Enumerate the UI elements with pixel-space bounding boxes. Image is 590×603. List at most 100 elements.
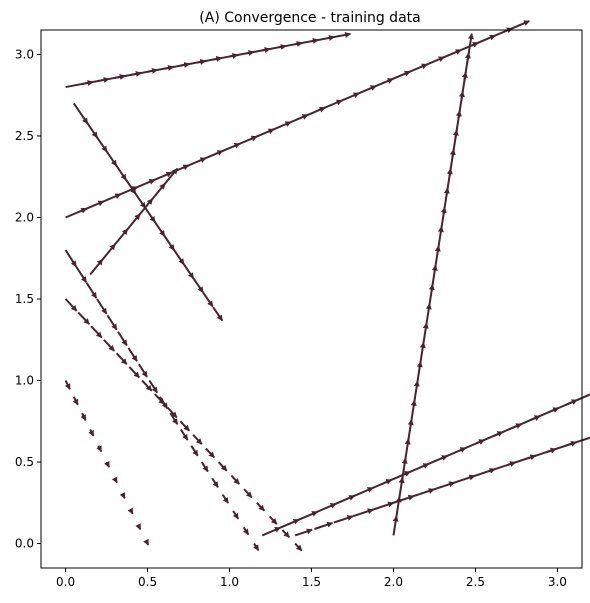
quiver-arrow	[115, 352, 128, 365]
x-tick-label: 0.0	[56, 575, 75, 589]
x-tick-label: 1.0	[220, 575, 239, 589]
quiver-arrow	[416, 361, 423, 385]
quiver-arrow	[243, 488, 253, 499]
quiver-arrow	[281, 529, 291, 539]
quiver-arrow	[205, 447, 216, 459]
quiver-arrow	[392, 515, 399, 536]
y-tick-label: 1.5	[15, 292, 34, 306]
y-tick-label: 2.0	[15, 210, 34, 224]
quiver-arrow	[126, 213, 141, 231]
quiver-arrow	[104, 460, 111, 468]
quiver-arrow	[114, 228, 129, 246]
x-tick-label: 2.0	[384, 575, 403, 589]
quiver-arrow	[232, 510, 240, 520]
y-tick-label: 0.0	[15, 537, 34, 551]
quiver-arrow	[401, 457, 408, 479]
quiver-arrow	[352, 508, 374, 518]
quiver-arrow	[85, 282, 98, 299]
quiver-arrow	[132, 190, 147, 209]
x-axis: 0.0 0.5 1.0 1.5 2.0 2.5 3.0	[56, 568, 567, 589]
quiver-arrow	[230, 474, 241, 485]
plot-area	[64, 20, 590, 552]
quiver-arrow	[148, 379, 159, 394]
quiver-arrow	[96, 445, 103, 453]
quiver-arrow	[111, 476, 118, 484]
quiver-arrow	[407, 418, 414, 441]
quiver-arrow	[565, 436, 590, 447]
quiver-arrow	[314, 521, 334, 530]
quiver-arrow	[64, 380, 71, 390]
y-tick-label: 0.5	[15, 455, 34, 469]
quiver-arrow	[565, 391, 590, 406]
quiver-arrow	[333, 515, 354, 524]
quiver-arrow	[404, 438, 411, 460]
quiver-arrow	[138, 198, 154, 216]
quiver-arrow	[256, 502, 266, 512]
quiver-arrow	[202, 292, 214, 308]
quiver-arrow	[163, 167, 179, 186]
quiver-arrow	[398, 476, 405, 498]
quiver-arrow	[77, 311, 91, 325]
quiver-arrow	[192, 277, 204, 294]
quiver-arrow	[72, 396, 79, 406]
quiver-arrow	[154, 393, 166, 405]
quiver-arrow	[80, 412, 87, 421]
quiver-arrow	[101, 243, 116, 261]
y-tick-label: 1.0	[15, 374, 34, 388]
plot-frame	[40, 29, 583, 569]
quiver-arrow	[221, 494, 229, 504]
quiver-arrow	[172, 248, 185, 265]
quiver-arrow	[143, 538, 150, 546]
quiver-arrow	[150, 182, 166, 201]
quiver-arrow	[119, 492, 126, 499]
quiver-arrow	[106, 314, 118, 331]
quiver-arrow	[253, 543, 260, 551]
quiver-arrow	[242, 526, 250, 536]
quiver-arrow	[190, 445, 199, 457]
quiver-arrow	[179, 428, 189, 441]
quiver-arrow	[268, 515, 278, 525]
quiver-arrow	[391, 494, 415, 505]
quiver-arrow	[127, 347, 138, 362]
quiver-arrow	[88, 428, 95, 437]
x-tick-label: 1.5	[302, 575, 321, 589]
quiver-arrow	[466, 33, 474, 63]
x-tick-label: 0.5	[138, 575, 157, 589]
quiver-arrow	[89, 258, 104, 276]
y-axis: 0.0 0.5 1.0 1.5 2.0 2.5 3.0	[15, 47, 41, 551]
quiver-arrow	[261, 526, 281, 537]
quiver-arrow	[162, 233, 176, 251]
quiver-arrow	[217, 461, 228, 472]
quiver-arrow	[297, 510, 319, 521]
x-tick-label: 2.5	[466, 575, 485, 589]
quiver-arrow	[166, 407, 178, 419]
quiver-arrow	[141, 379, 153, 392]
quiver-arrow	[507, 20, 530, 31]
quiver-arrow	[127, 507, 134, 515]
y-tick-label: 3.0	[15, 47, 34, 61]
quiver-arrow	[128, 366, 141, 379]
quiver-arrow	[212, 306, 224, 322]
chart-title: (A) Convergence - training data	[199, 10, 420, 26]
quiver-arrow	[211, 477, 219, 488]
quiver-arrow	[138, 363, 148, 378]
quiver-arrow	[327, 31, 352, 40]
quiver-arrow	[103, 339, 116, 352]
quiver-arrow	[315, 502, 337, 514]
quiver-arrow	[333, 494, 356, 506]
quiver-arrow	[192, 434, 203, 445]
quiver-arrow	[117, 331, 128, 346]
quiver-arrow	[294, 542, 303, 552]
quiver-arrow	[410, 399, 417, 423]
quiver-arrow	[279, 518, 300, 529]
quiver-arrow	[413, 380, 420, 404]
quiver-arrow	[294, 528, 313, 537]
quiver-arrow	[96, 298, 108, 315]
y-tick-label: 2.5	[15, 129, 34, 143]
x-tick-label: 3.0	[548, 575, 567, 589]
quiver-arrow	[395, 496, 402, 517]
quiver-arrow	[152, 219, 166, 237]
quiver-arrow	[64, 298, 78, 312]
quiver-arrow	[75, 265, 88, 283]
